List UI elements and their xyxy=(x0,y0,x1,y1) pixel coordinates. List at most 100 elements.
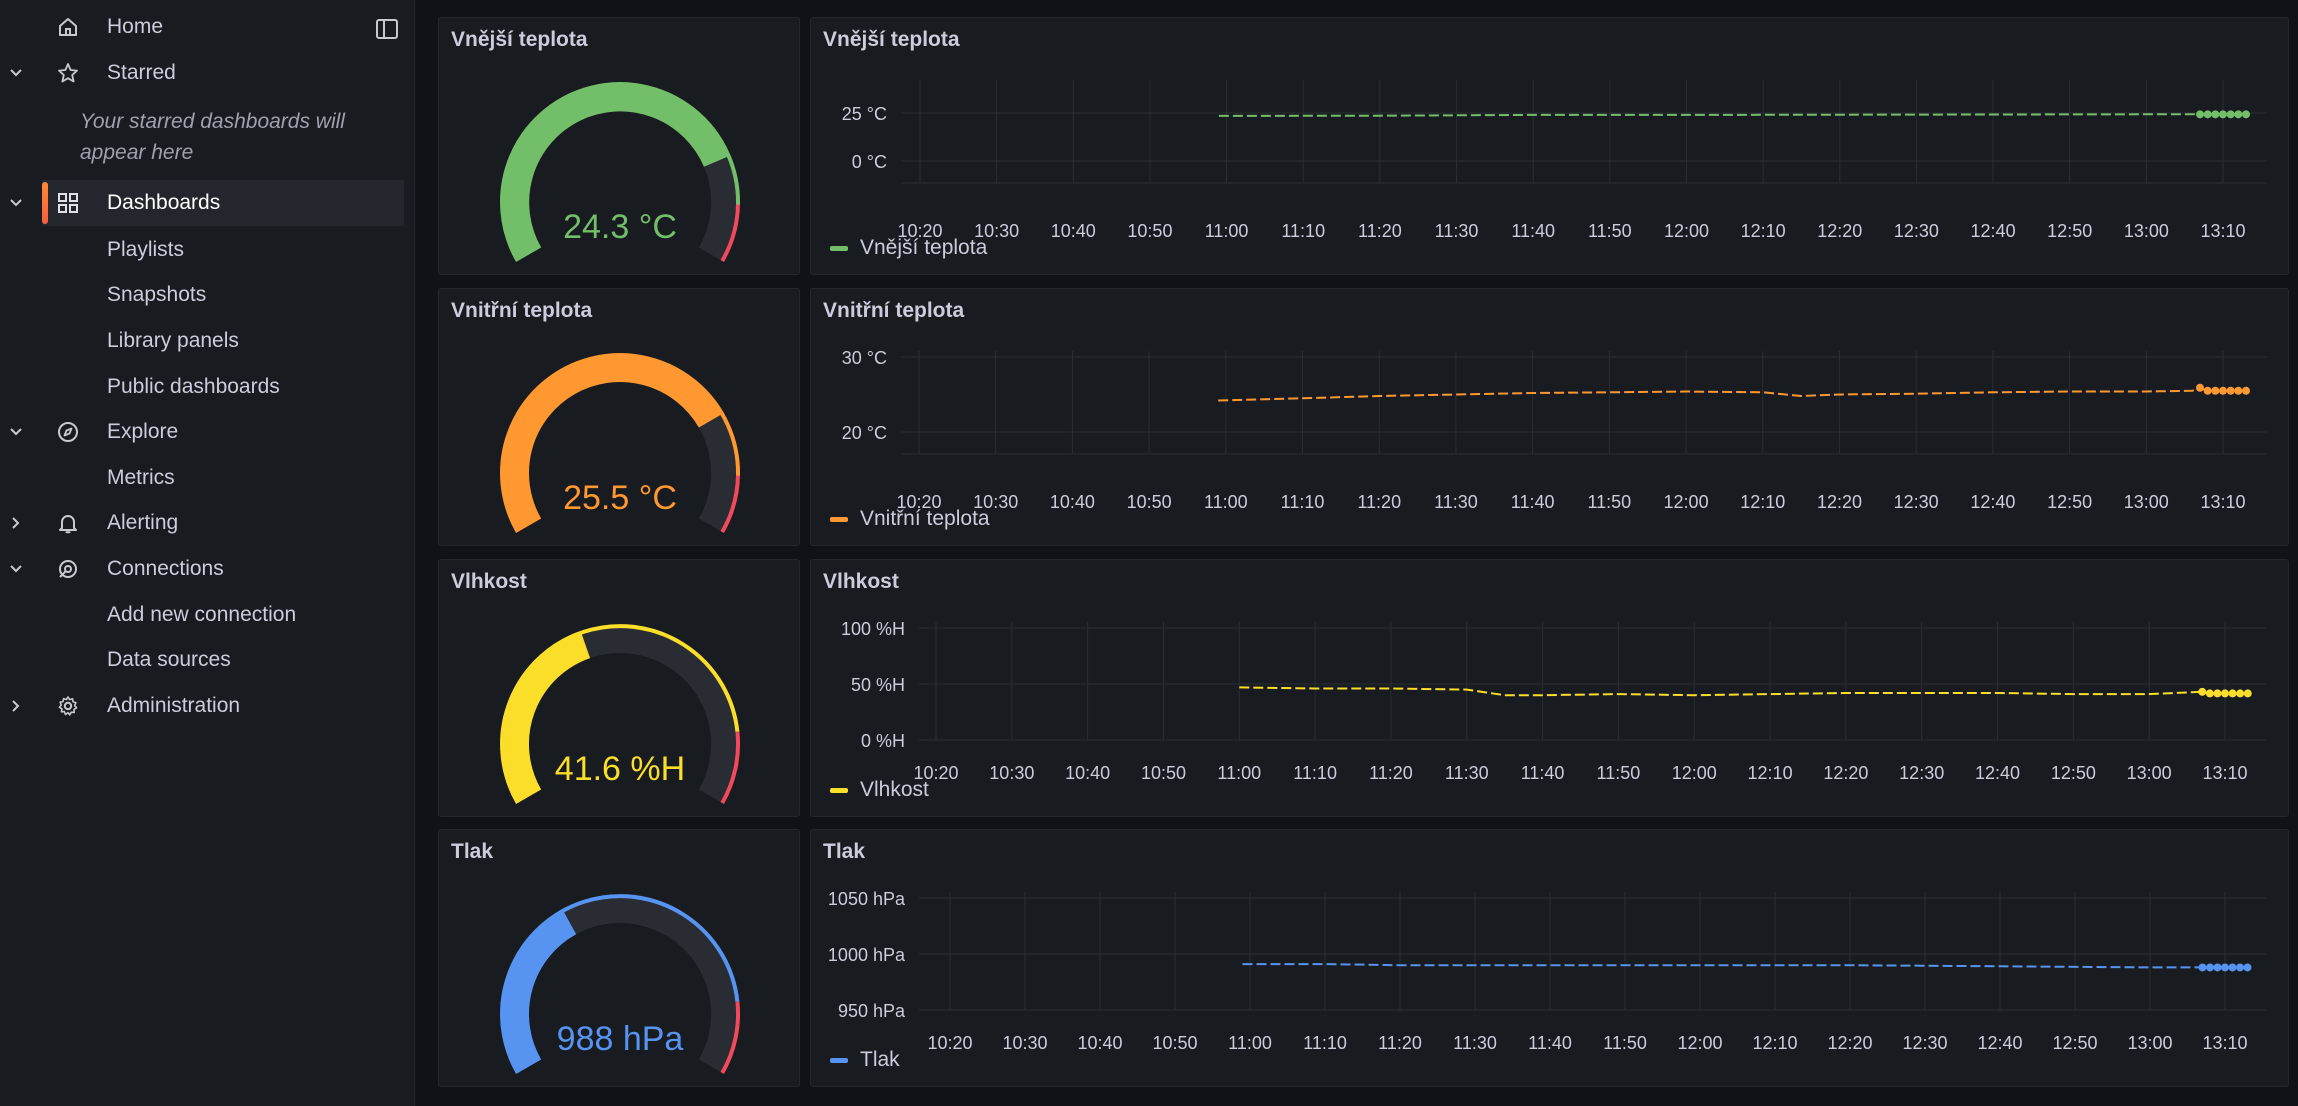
nav-item-explore[interactable]: Explore xyxy=(0,409,415,455)
active-indicator xyxy=(42,182,48,224)
x-tick-label: 11:20 xyxy=(1378,1033,1422,1053)
star-icon xyxy=(54,50,82,96)
gauge-chart: 24.3 °C xyxy=(500,82,741,263)
nav-item-home[interactable]: Home xyxy=(0,4,415,50)
legend-item[interactable]: Vnější teplota xyxy=(830,236,987,260)
series-point xyxy=(2213,963,2222,972)
home-icon xyxy=(54,4,82,50)
timeseries-panel-outdoor-temp[interactable]: Vnější teplota Vnější teplota 25 °C 0 °C 1… xyxy=(810,17,2289,275)
nav-item-starred[interactable]: Starred xyxy=(0,50,415,96)
legend-swatch xyxy=(830,245,848,251)
series-point xyxy=(2241,110,2250,119)
nav-item-public-dashboards[interactable]: Public dashboards xyxy=(0,364,415,410)
chart-grid xyxy=(901,351,2267,455)
nav-item-dashboards[interactable]: Dashboards xyxy=(42,180,404,226)
series-line xyxy=(1218,113,2246,117)
nav-item-data-sources[interactable]: Data sources xyxy=(0,637,415,683)
x-tick-label: 10:30 xyxy=(1002,1033,1047,1053)
chevron-right-icon[interactable] xyxy=(6,500,26,546)
x-tick-label: 12:20 xyxy=(1827,1033,1872,1053)
timeseries-panel-humidity[interactable]: Vlhkost Vlhkost 100 %H 50 %H 0 %H 10:20 10:3… xyxy=(810,559,2289,817)
gauge-panel-pressure[interactable]: Tlak 988 hPa xyxy=(438,829,800,1087)
nav-item-administration[interactable]: Administration xyxy=(0,683,415,729)
series-point xyxy=(2206,963,2214,972)
x-tick-label: 11:00 xyxy=(1204,492,1248,512)
nav-item-alerting[interactable]: Alerting xyxy=(0,500,415,546)
y-tick-label: 20 °C xyxy=(842,423,887,443)
nav-label-metrics: Metrics xyxy=(107,466,175,489)
y-tick-label: 1000 hPa xyxy=(828,945,906,965)
series-point xyxy=(2198,687,2207,696)
x-tick-label: 12:00 xyxy=(1672,763,1717,783)
timeseries-panel-indoor-temp[interactable]: Vnitřní teplota Vnitřní teplota 30 °C 20 … xyxy=(810,288,2289,546)
nav-item-playlists[interactable]: Playlists xyxy=(0,227,415,273)
series-point xyxy=(2228,689,2237,698)
gauge-panel-indoor-temp[interactable]: Vnitřní teplota 25.5 °C xyxy=(438,288,800,546)
legend-label: Vnější teplota xyxy=(860,236,988,259)
x-tick-label: 10:40 xyxy=(1050,492,1095,512)
x-tick-label: 13:10 xyxy=(2200,221,2245,241)
x-tick-label: 12:40 xyxy=(1977,1033,2022,1053)
legend-item[interactable]: Tlak xyxy=(830,1048,900,1072)
nav-item-add-new-connection[interactable]: Add new connection xyxy=(0,592,415,638)
nav-item-metrics[interactable]: Metrics xyxy=(0,455,415,501)
timeseries-chart: 1050 hPa 1000 hPa 950 hPa 10:20 10:30 10:40 10… xyxy=(828,889,2267,1053)
nav-item-library-panels[interactable]: Library panels xyxy=(0,318,415,364)
x-tick-label: 13:10 xyxy=(2202,1033,2247,1053)
gauge-panel-outdoor-temp[interactable]: Vnější teplota 24.3 °C xyxy=(438,17,800,275)
timeseries-panel-pressure[interactable]: Tlak Tlak 1050 hPa 1000 hPa 950 hPa 10:20 10… xyxy=(810,829,2289,1087)
x-tick-label: 12:10 xyxy=(1741,221,1786,241)
plug-icon xyxy=(54,546,82,592)
x-tick-label: 11:50 xyxy=(1603,1033,1647,1053)
x-tick-label: 11:10 xyxy=(1303,1033,1347,1053)
x-tick-label: 11:50 xyxy=(1587,492,1631,512)
series-point xyxy=(2243,963,2252,972)
y-tick-label: 30 °C xyxy=(842,348,887,368)
timeseries-chart: 100 %H 50 %H 0 %H 10:20 10:30 10:40 10:50 11:00… xyxy=(841,619,2267,783)
x-tick-label: 12:30 xyxy=(1894,492,1939,512)
series-line xyxy=(1242,963,2248,969)
dock-menu-button[interactable] xyxy=(372,14,402,44)
x-tick-label: 10:50 xyxy=(1152,1033,1197,1053)
nav-label-playlists: Playlists xyxy=(107,238,185,261)
nav-label-public-dashboards: Public dashboards xyxy=(107,375,280,398)
chevron-right-icon[interactable] xyxy=(6,683,26,729)
gauge-threshold-arc xyxy=(500,82,741,262)
x-tick-label: 11:50 xyxy=(1597,763,1641,783)
nav-item-snapshots[interactable]: Snapshots xyxy=(0,272,415,318)
legend-swatch xyxy=(830,787,848,793)
gauge-threshold-arc xyxy=(500,353,741,533)
nav-item-dashboards-row[interactable] xyxy=(0,180,415,226)
series-point xyxy=(2198,963,2207,972)
chevron-down-icon[interactable] xyxy=(6,409,26,455)
chevron-down-icon[interactable] xyxy=(6,180,26,226)
panel-title: Vnitřní teplota xyxy=(823,299,965,322)
series-point xyxy=(2243,689,2252,698)
x-tick-label: 12:40 xyxy=(1970,492,2015,512)
series-point xyxy=(2219,110,2227,119)
x-tick-label: 11:20 xyxy=(1369,763,1413,783)
series-point xyxy=(2203,110,2212,119)
x-tick-label: 10:50 xyxy=(1127,221,1172,241)
legend-item[interactable]: Vlhkost xyxy=(830,778,929,802)
nav-label-connections: Connections xyxy=(107,557,224,580)
x-tick-label: 11:00 xyxy=(1217,763,1261,783)
gauge-threshold-arc xyxy=(500,624,740,804)
chevron-down-icon[interactable] xyxy=(6,50,26,96)
chart-grid xyxy=(901,80,2267,184)
series-point xyxy=(2203,386,2212,395)
gauge-panel-humidity[interactable]: Vlhkost 41.6 %H xyxy=(438,559,800,817)
y-tick-label: 0 %H xyxy=(861,731,905,751)
panel-title: Vnější teplota xyxy=(451,28,588,51)
x-tick-label: 10:50 xyxy=(1127,492,1172,512)
x-tick-label: 12:30 xyxy=(1894,221,1939,241)
x-tick-label: 11:00 xyxy=(1228,1033,1272,1053)
gauge-value-text: 41.6 %H xyxy=(555,750,685,788)
x-tick-label: 10:40 xyxy=(1065,763,1110,783)
nav-item-connections[interactable]: Connections xyxy=(0,546,415,592)
chevron-down-icon[interactable] xyxy=(6,546,26,592)
nav-label-home: Home xyxy=(107,15,164,38)
x-tick-label: 11:10 xyxy=(1281,221,1325,241)
legend-item[interactable]: Vnitřní teplota xyxy=(830,507,990,531)
chart-grid xyxy=(919,892,2267,1011)
